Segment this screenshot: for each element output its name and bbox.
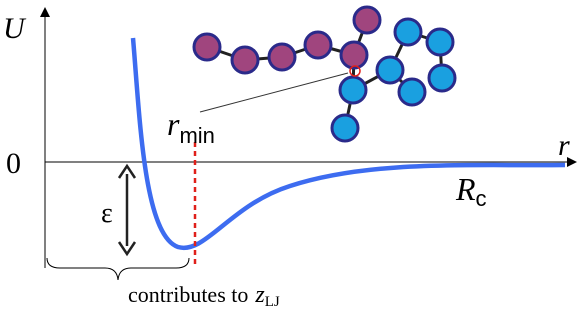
potential-curve (130, 37, 566, 251)
rmin-symbol: r (167, 106, 180, 142)
cutoff-subscript: c (476, 186, 487, 211)
caption-subscript: LJ (265, 294, 280, 310)
molecule-atoms (192, 5, 457, 143)
pointer-line (199, 72, 349, 113)
cutoff-symbol: R (455, 171, 476, 207)
epsilon-arrow-head (117, 163, 137, 179)
caption-text: contributes to (128, 282, 248, 307)
brace (46, 257, 190, 281)
energy-axis-label: U (3, 12, 27, 45)
distance-axis-label: r (558, 129, 570, 162)
caption-symbol: z (254, 282, 265, 308)
caption: contributes to zLJ (128, 282, 280, 310)
epsilon-label: ε (101, 198, 113, 229)
rmin-label: rmin (167, 106, 215, 148)
contact-marker (349, 65, 361, 77)
epsilon-arrow-head (117, 241, 137, 257)
cutoff-label: Rc (455, 171, 487, 211)
zero-label: 0 (6, 147, 21, 180)
rmin-subscript: min (179, 123, 214, 148)
